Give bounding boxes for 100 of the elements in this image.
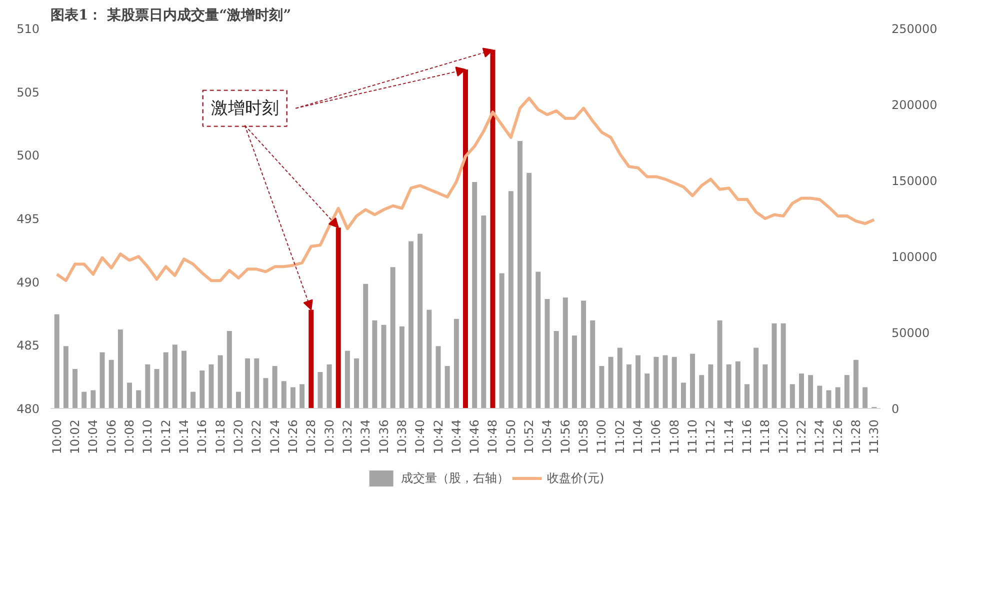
x-tick-label: 10:10 [140, 419, 155, 454]
bar [808, 375, 814, 408]
bar [390, 267, 396, 408]
bar [717, 320, 722, 408]
bar [436, 346, 441, 408]
bar [562, 298, 568, 408]
bar [354, 358, 360, 408]
x-tick-label: 10:32 [340, 419, 354, 454]
bar [326, 364, 332, 408]
y-tick-label: 490 [16, 275, 40, 290]
bar [118, 329, 123, 408]
bar [862, 387, 868, 408]
bar [599, 366, 604, 408]
x-tick-label: 10:12 [158, 419, 173, 454]
bar [644, 374, 650, 408]
bar [208, 364, 214, 408]
x-tick-label: 10:36 [376, 419, 391, 454]
bar [54, 314, 60, 408]
bar [508, 191, 514, 408]
bar [536, 272, 541, 408]
x-tick-label: 11:06 [649, 419, 664, 454]
bar [636, 355, 641, 408]
bar [300, 384, 305, 408]
x-tick-label: 11:16 [740, 419, 754, 454]
bar [318, 372, 323, 408]
x-tick-label: 11:10 [686, 419, 700, 454]
bar [408, 241, 414, 408]
x-tick-label: 10:20 [231, 419, 246, 454]
bar [699, 375, 704, 408]
bar [853, 360, 858, 408]
bar [63, 346, 68, 408]
x-tick-label: 10:52 [522, 419, 536, 454]
bar [236, 392, 241, 408]
bar [744, 384, 750, 408]
bar [181, 350, 186, 408]
bar [581, 300, 586, 408]
x-tick-label: 10:16 [195, 419, 210, 454]
y2-tick-label: 150000 [892, 174, 938, 188]
x-tick-label: 11:20 [776, 419, 790, 454]
bar [281, 381, 286, 408]
bar [590, 320, 596, 408]
y2-tick-label: 200000 [892, 98, 938, 112]
bar [735, 361, 740, 408]
bar [218, 355, 223, 408]
bar [136, 390, 142, 408]
bar [608, 356, 614, 408]
bar [544, 299, 550, 408]
y-tick-label: 485 [16, 338, 40, 353]
bar [672, 356, 677, 408]
bar [108, 360, 114, 408]
x-tick-label: 10:00 [50, 419, 64, 454]
y-tick-label: 505 [16, 85, 40, 100]
bar [817, 386, 822, 408]
bar [172, 344, 178, 408]
bar [200, 370, 205, 408]
legend-label: 成交量（股，右轴） [400, 470, 509, 486]
x-tick-label: 10:50 [504, 419, 518, 454]
bar [454, 318, 459, 408]
bar [617, 348, 622, 408]
y2-tick-label: 100000 [892, 250, 938, 264]
x-tick-label: 10:40 [413, 419, 428, 454]
x-tick-label: 11:00 [594, 419, 609, 454]
bar [272, 366, 278, 408]
x-tick-label: 10:34 [358, 419, 373, 454]
bar [554, 330, 559, 408]
bar [363, 284, 368, 408]
legend-label: 收盘价(元) [546, 470, 604, 486]
y-tick-label: 495 [16, 212, 40, 226]
x-tick-label: 10:28 [304, 419, 318, 454]
x-tick-label: 10:30 [322, 419, 336, 454]
x-tick-label: 11:26 [830, 419, 845, 454]
x-tick-label: 10:18 [213, 419, 228, 454]
x-tick-label: 10:38 [394, 419, 409, 454]
bar [290, 387, 296, 408]
x-tick-label: 11:08 [667, 419, 682, 454]
bar [190, 392, 196, 408]
bar [472, 182, 478, 408]
x-tick-label: 10:14 [176, 419, 191, 454]
bar [254, 358, 260, 408]
bar [772, 323, 777, 408]
bar [780, 323, 786, 408]
bar [100, 352, 105, 408]
x-tick-label: 11:12 [704, 419, 718, 454]
bar [344, 350, 350, 408]
bar [245, 358, 250, 408]
bar [726, 364, 732, 408]
x-tick-label: 11:14 [722, 419, 736, 454]
bar [680, 382, 686, 408]
bar [790, 384, 795, 408]
x-tick-label: 10:04 [86, 419, 100, 454]
y2-tick-label: 50000 [892, 326, 930, 340]
bar [72, 368, 78, 408]
bar [662, 355, 668, 408]
x-tick-label: 10:02 [68, 419, 82, 454]
x-tick-label: 11:24 [812, 419, 827, 454]
x-tick-label: 11:22 [794, 419, 808, 454]
bar [572, 336, 577, 408]
bar [127, 382, 132, 408]
bar [826, 390, 832, 408]
bar [499, 273, 504, 408]
